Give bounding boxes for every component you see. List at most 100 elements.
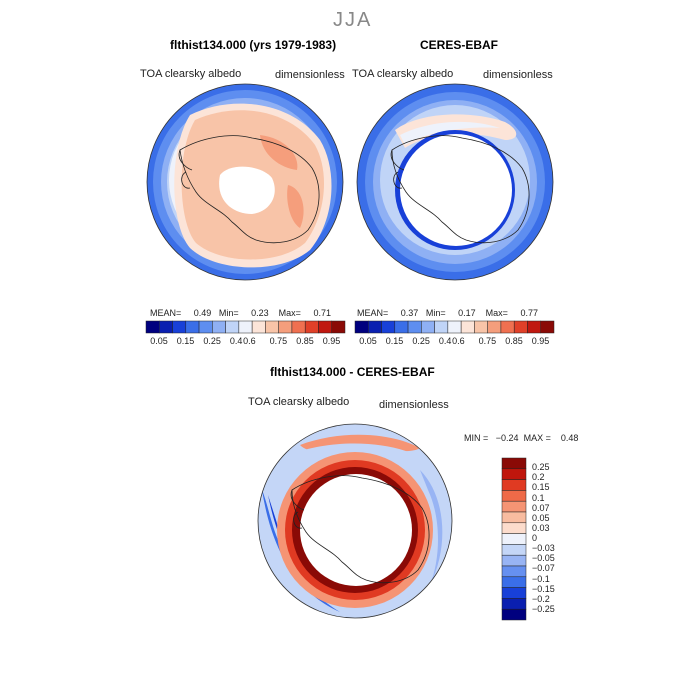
model-mean-value: 0.49 <box>193 308 212 318</box>
model-colorbar-swatch <box>278 320 293 334</box>
model-colorbar-swatch <box>212 320 226 334</box>
obs-colorbar-swatch <box>381 320 396 334</box>
obs-colorbar-swatch <box>447 320 462 334</box>
diff-colorbar-swatch <box>501 533 527 545</box>
model-polar-map <box>146 83 344 281</box>
model-colorbar-swatch <box>251 320 266 334</box>
obs-colorbar <box>354 320 555 334</box>
model-colorbar-swatch <box>318 320 332 334</box>
model-colorbar-swatch <box>304 320 319 334</box>
obs-colorbar-swatch <box>354 320 369 334</box>
season-title: JJA <box>333 9 373 31</box>
obs-colorbar-swatch <box>474 320 488 334</box>
obs-stats: MEAN= 0.37 Min= 0.17 Max= 0.77 <box>357 308 538 318</box>
diff-colorbar-label: 0.1 <box>532 492 545 503</box>
obs-colorbar-tick: 0.4 <box>438 336 452 346</box>
diff-colorbar-label: 0.25 <box>532 462 550 473</box>
diff-colorbar-swatch <box>501 587 527 599</box>
obs-colorbar-swatch <box>407 320 422 334</box>
diff-colorbar-swatch <box>501 511 527 524</box>
diff-colorbar-swatch <box>501 490 527 502</box>
diff-max-label: MAX = <box>523 433 551 443</box>
obs-colorbar-swatch <box>368 320 382 334</box>
diff-colorbar-swatch <box>501 479 527 491</box>
obs-colorbar-tick: 0.05 <box>359 336 377 346</box>
obs-colorbar-tick: 0.95 <box>531 336 550 346</box>
obs-colorbar-swatch <box>500 320 515 334</box>
obs-mean-label: MEAN= <box>357 308 389 318</box>
diff-colorbar-swatch <box>501 544 527 556</box>
model-units-label: dimensionless <box>275 69 345 81</box>
model-colorbar-swatch <box>172 320 187 334</box>
diff-polar-map <box>257 423 453 619</box>
diff-colorbar-label: 0.03 <box>532 522 550 533</box>
model-colorbar-swatch <box>225 320 240 334</box>
diff-variable-label: TOA clearsky albedo <box>248 396 350 408</box>
diff-colorbar-swatch <box>501 500 527 513</box>
diff-colorbar-label: −0.03 <box>532 543 555 554</box>
diff-colorbar-label: −0.1 <box>532 573 550 584</box>
obs-colorbar-tick: 0.85 <box>505 336 523 346</box>
diff-colorbar-label: 0.05 <box>532 512 550 523</box>
diff-panel-title: flthist134.000 - CERES-EBAF <box>270 365 435 379</box>
obs-max-label: Max= <box>485 308 508 318</box>
diff-max-value: 0.48 <box>560 433 579 443</box>
model-colorbar-tick: 0.05 <box>150 336 168 346</box>
diff-colorbar-label: −0.15 <box>532 583 555 594</box>
model-colorbar-swatch <box>265 320 279 334</box>
model-colorbar-tick: 0.15 <box>176 336 195 346</box>
diff-min-value: −0.24 <box>495 433 519 443</box>
obs-units-label: dimensionless <box>483 69 553 81</box>
model-colorbar-tick: 0.75 <box>269 336 288 346</box>
diff-colorbar-label: −0.25 <box>532 603 555 614</box>
diff-colorbar-label: −0.07 <box>532 563 555 574</box>
diff-colorbar-swatch <box>501 565 527 578</box>
model-colorbar-swatch <box>159 320 173 334</box>
diff-colorbar-swatch <box>501 608 527 621</box>
diff-colorbar-swatch <box>501 468 527 480</box>
model-max-label: Max= <box>278 308 301 318</box>
model-colorbar-swatch <box>291 320 306 334</box>
diff-colorbar-label: −0.05 <box>532 553 555 564</box>
obs-panel-title: CERES-EBAF <box>420 38 499 52</box>
model-variable-label: TOA clearsky albedo <box>140 68 242 80</box>
diff-colorbar-label: 0.2 <box>532 472 545 483</box>
obs-colorbar-tick: 0.25 <box>412 336 430 346</box>
obs-mean-value: 0.37 <box>400 308 419 318</box>
obs-colorbar-tick: 0.75 <box>478 336 497 346</box>
obs-min-label: Min= <box>425 308 446 318</box>
obs-colorbar-swatch <box>540 320 555 334</box>
model-stats: MEAN= 0.49 Min= 0.23 Max= 0.71 <box>150 308 331 318</box>
diff-colorbar-swatch <box>501 598 527 610</box>
model-mean-label: MEAN= <box>150 308 182 318</box>
model-colorbar-tick: 0.25 <box>203 336 221 346</box>
diff-colorbar <box>501 457 527 621</box>
model-colorbar-tick: 0.85 <box>296 336 314 346</box>
obs-variable-label: TOA clearsky albedo <box>352 68 454 80</box>
obs-max-value: 0.77 <box>520 308 538 318</box>
obs-polar-map <box>356 83 554 281</box>
diff-colorbar-label: −0.2 <box>532 593 550 604</box>
model-colorbar-tick: 0.95 <box>322 336 341 346</box>
obs-colorbar-swatch <box>513 320 528 334</box>
diff-colorbar-label: 0.07 <box>532 502 550 513</box>
obs-colorbar-swatch <box>460 320 475 334</box>
obs-colorbar-swatch <box>421 320 435 334</box>
diff-colorbar-swatch <box>501 576 527 588</box>
obs-colorbar-swatch <box>527 320 541 334</box>
model-colorbar-swatch <box>198 320 213 334</box>
diff-colorbar-swatch <box>501 457 527 470</box>
model-colorbar <box>145 320 346 334</box>
obs-min-value: 0.17 <box>458 308 476 318</box>
model-colorbar-swatch <box>185 320 200 334</box>
diff-colorbar-label: 0.15 <box>532 482 550 493</box>
diff-minmax: MIN = −0.24 MAX = 0.48 <box>464 433 578 443</box>
obs-colorbar-swatch <box>487 320 502 334</box>
obs-colorbar-swatch <box>434 320 449 334</box>
diff-colorbar-swatch <box>501 522 527 534</box>
model-max-value: 0.71 <box>313 308 331 318</box>
diff-units-label: dimensionless <box>379 399 449 411</box>
model-colorbar-swatch <box>238 320 253 334</box>
obs-colorbar-swatch <box>394 320 409 334</box>
